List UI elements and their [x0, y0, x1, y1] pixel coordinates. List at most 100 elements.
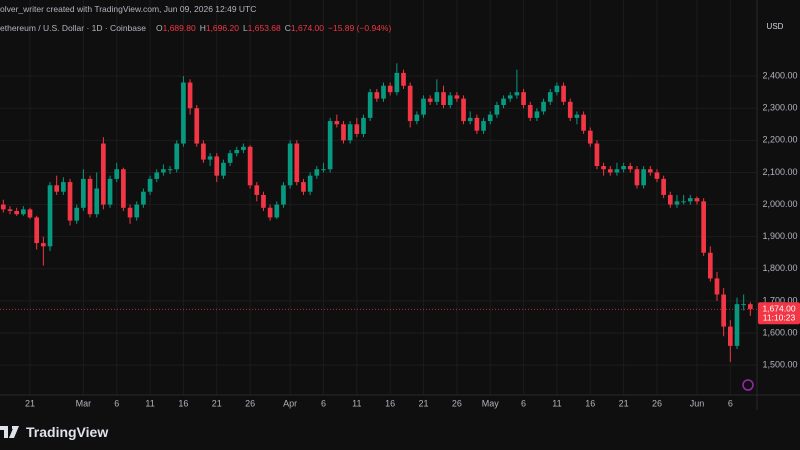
candle-body — [367, 92, 373, 118]
x-tick-label: 21 — [619, 398, 629, 408]
x-tick-label: 21 — [25, 398, 35, 408]
candle-body — [567, 101, 573, 118]
x-tick-label: 21 — [212, 398, 222, 408]
x-tick-label: 21 — [419, 398, 429, 408]
x-tick-label: 11 — [552, 398, 561, 408]
candle-body — [334, 121, 340, 125]
candle-body — [474, 117, 480, 131]
y-tick-label: 2,300.00 — [762, 103, 797, 113]
candle-body — [34, 217, 40, 244]
symbol-line: ethereum / U.S. Dollar · 1D · Coinbase O… — [0, 23, 391, 33]
candle-body — [287, 143, 293, 186]
candle-body — [341, 124, 346, 141]
ohlc-item: L1,653.68 — [243, 23, 281, 33]
ohlc-key: L — [242, 23, 248, 33]
candle-body — [74, 207, 80, 221]
candle-body — [41, 243, 46, 247]
price-tag — [758, 302, 800, 325]
candle-body — [27, 209, 33, 218]
ohlc-key: C — [284, 23, 291, 33]
candle-body — [154, 172, 160, 179]
x-tick-label: 26 — [245, 398, 255, 408]
y-tick-label: 2,200.00 — [762, 135, 797, 145]
y-tick-label: 1,600.00 — [762, 327, 797, 337]
x-tick-label: 6 — [728, 398, 733, 408]
x-tick-label: May — [482, 398, 500, 408]
candle-body — [454, 95, 460, 99]
ohlc-value: 1,689.80 — [162, 23, 196, 33]
candle-body — [354, 124, 360, 134]
candle-body — [94, 188, 100, 215]
candle-body — [267, 207, 273, 218]
candle-body — [67, 182, 73, 221]
candle-body — [174, 143, 180, 170]
alert-icon — [742, 379, 754, 391]
candle-body — [187, 82, 193, 109]
candle-body — [687, 198, 693, 202]
candle-body — [654, 172, 660, 179]
candle-body — [207, 156, 213, 160]
y-tick-label: 1,700.00 — [762, 295, 797, 305]
candle-body — [381, 85, 386, 99]
candle-body — [21, 209, 26, 215]
candle-body — [441, 92, 446, 106]
y-tick-label: 2,100.00 — [762, 167, 797, 177]
candle-body — [294, 143, 300, 183]
candle-body — [541, 101, 546, 112]
candle-body — [647, 169, 653, 173]
candle-body — [327, 121, 333, 170]
candle-body — [161, 169, 166, 173]
candle-body — [61, 182, 66, 192]
ohlc-item: H1,696.20 — [200, 23, 239, 33]
candle-body — [234, 149, 240, 154]
candle-body — [214, 156, 220, 176]
y-tick-label: 1,800.00 — [762, 263, 797, 273]
candle-body — [481, 121, 486, 131]
x-tick-label: 11 — [352, 398, 361, 408]
x-tick-label: Jun — [690, 398, 705, 408]
candle-body — [101, 143, 106, 205]
x-tick-label: 11 — [145, 398, 154, 408]
candle-body — [374, 92, 380, 99]
candle-body — [421, 98, 426, 115]
ohlc-item: C1,674.00 — [285, 23, 324, 33]
x-tick-label: 6 — [321, 398, 326, 408]
candle-body — [361, 117, 366, 134]
candle-body — [134, 204, 140, 218]
candle-body — [747, 304, 753, 310]
currency-label: USD — [767, 22, 784, 31]
candle-body — [114, 169, 120, 179]
ohlc-key: H — [199, 23, 206, 33]
y-tick-label: 2,000.00 — [762, 199, 797, 209]
candle-body — [447, 95, 453, 106]
x-tick-label: 16 — [585, 398, 595, 408]
ohlc-value: 1,674.00 — [290, 23, 324, 33]
candle-body — [321, 169, 326, 171]
y-tick-label: 1,900.00 — [762, 231, 797, 241]
attribution: olver_writer created with TradingView.co… — [0, 4, 257, 14]
candle-body — [534, 111, 540, 118]
candle-body — [634, 169, 640, 186]
candle-body — [434, 92, 440, 102]
candle-body — [307, 175, 313, 192]
candle-body — [414, 114, 420, 122]
x-tick-label: 16 — [385, 398, 395, 408]
candle-body — [514, 92, 520, 96]
candle-body — [561, 85, 566, 102]
ohlc-key: O — [155, 23, 163, 33]
x-tick-label: 6 — [521, 398, 526, 408]
candle-body — [227, 153, 233, 163]
candle-body — [241, 146, 246, 150]
candle-body — [641, 169, 646, 186]
candle-body — [141, 191, 146, 205]
candle-body — [667, 194, 673, 205]
candle-body — [501, 98, 506, 106]
candle-body — [261, 194, 266, 208]
candle-body — [281, 185, 286, 205]
candle-body — [181, 82, 186, 144]
candle-body — [521, 92, 526, 106]
countdown: 11:10:23 — [763, 313, 796, 323]
candle-body — [707, 252, 713, 279]
candle-body — [394, 72, 400, 93]
candle-body — [127, 207, 133, 218]
